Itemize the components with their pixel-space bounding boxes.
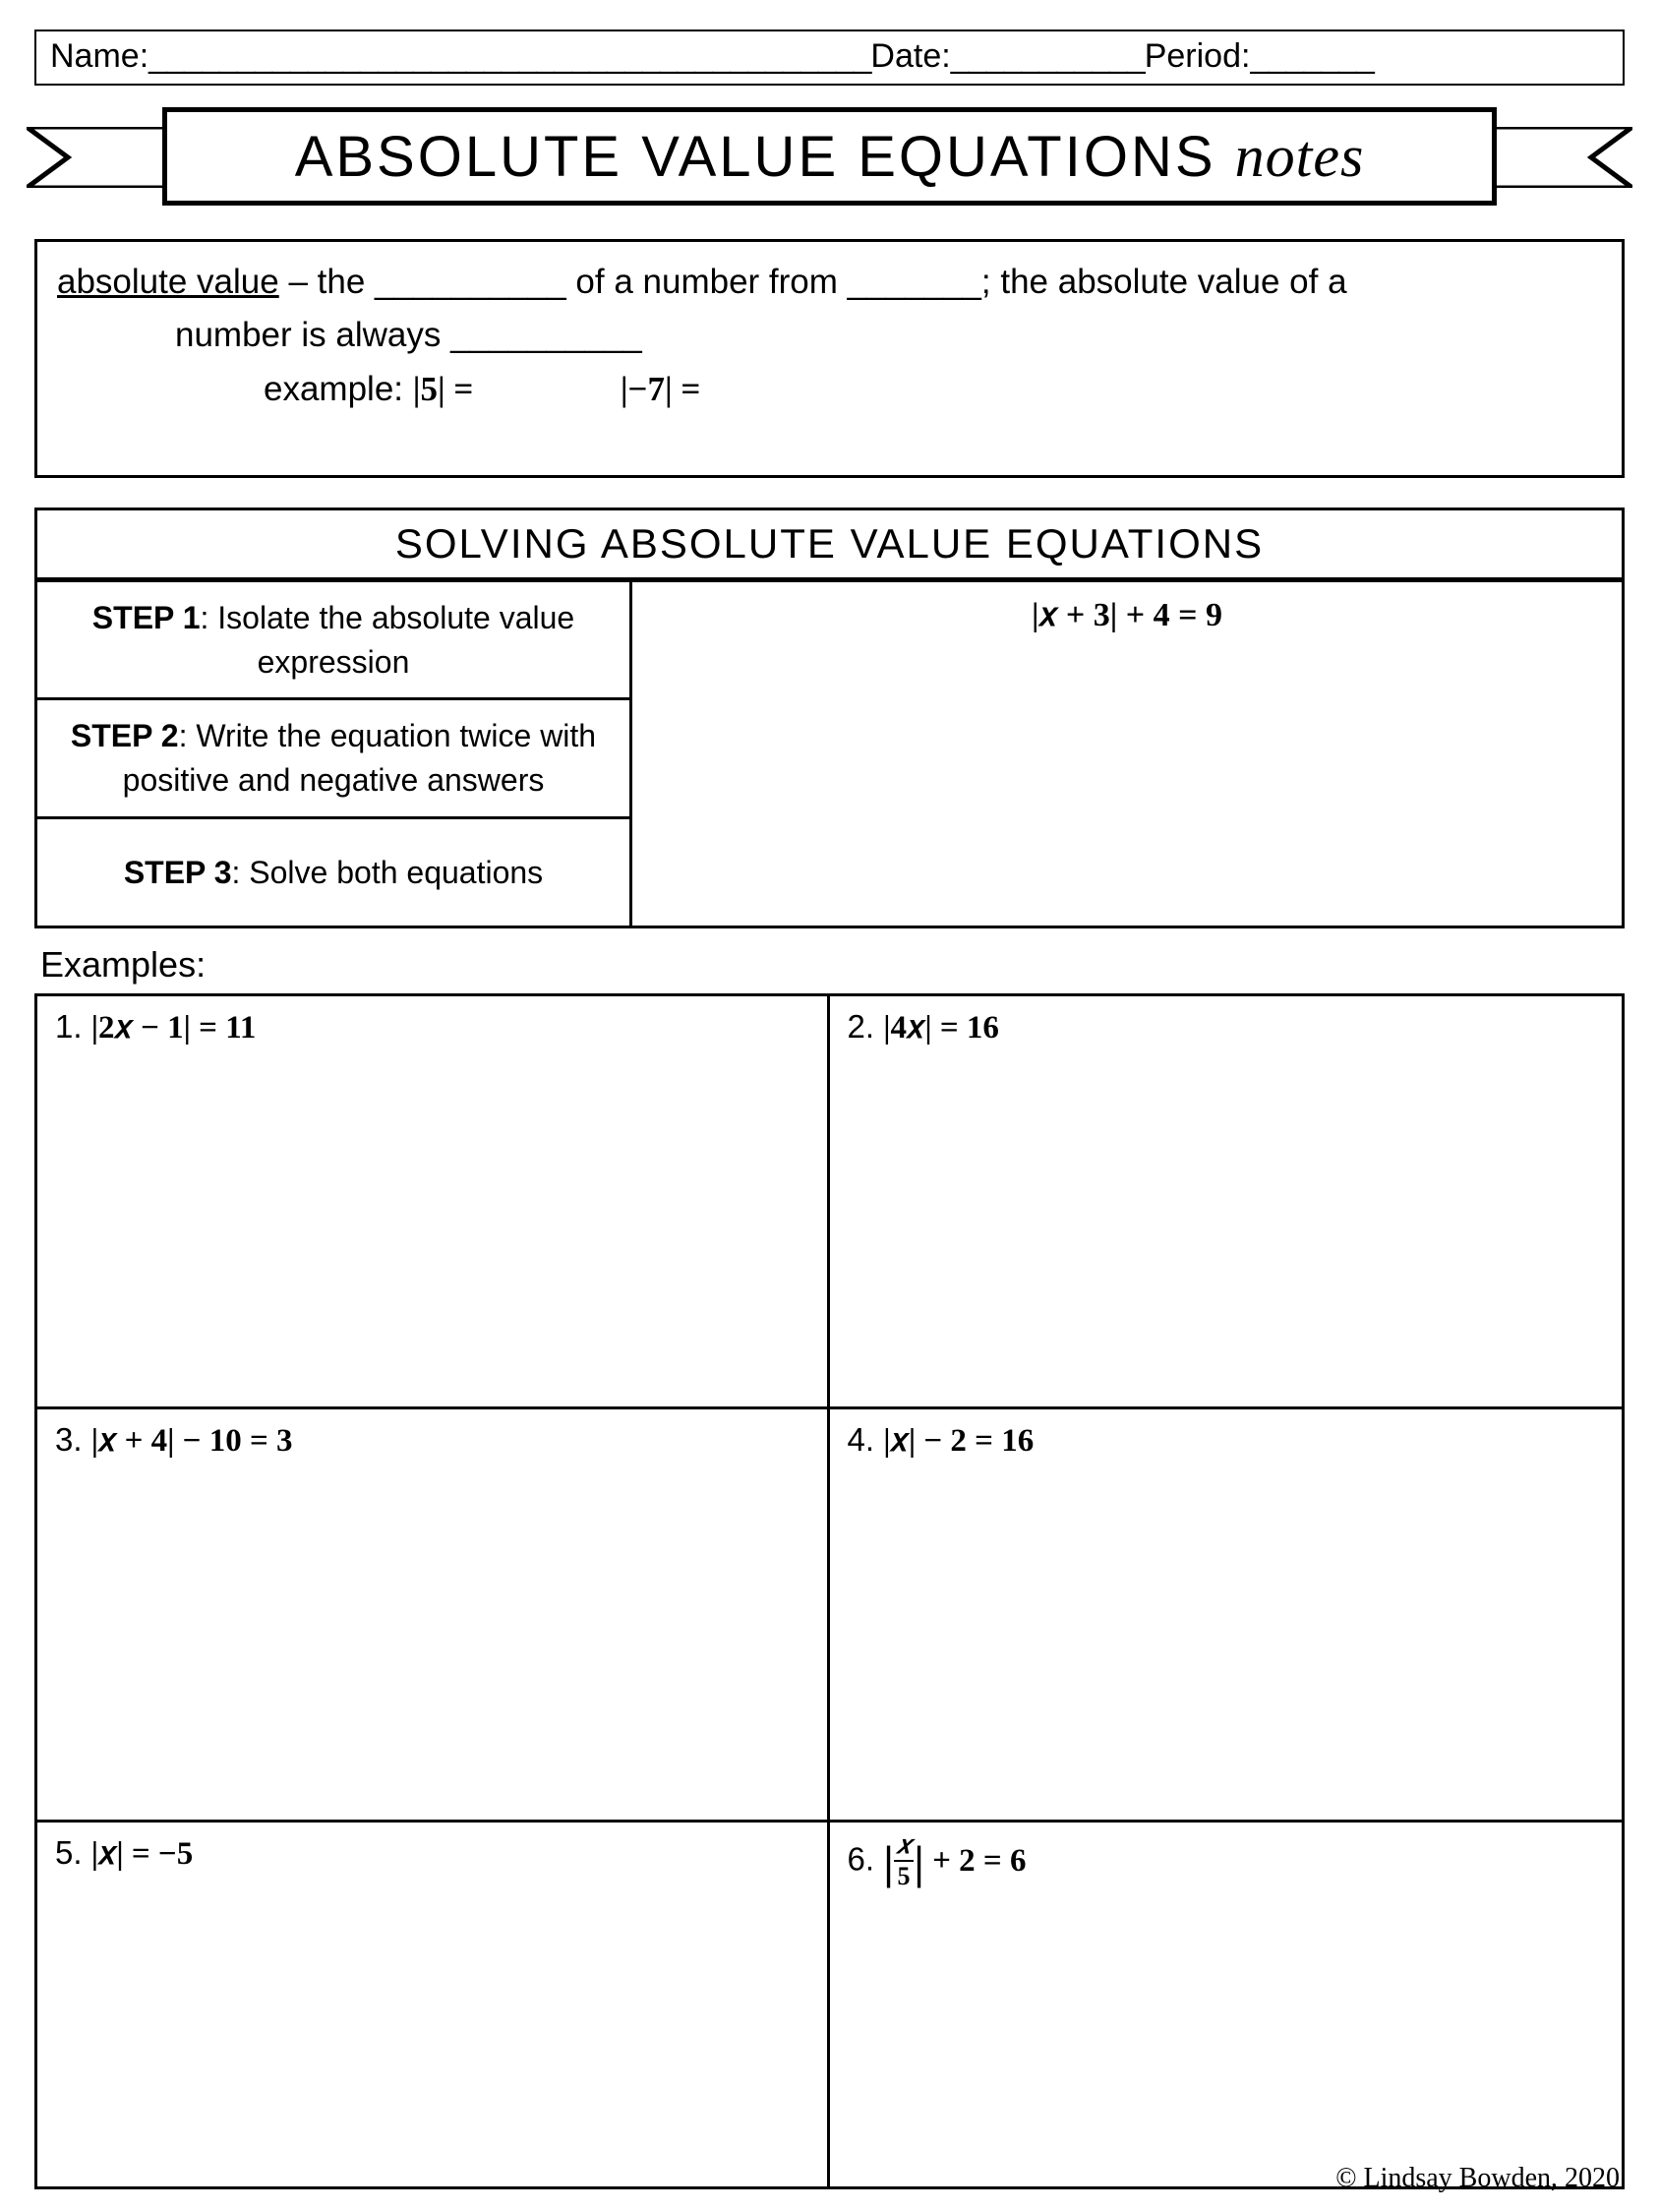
step-3-text: : Solve both equations [232,855,544,890]
worksheet-page: Name: __________________________________… [0,0,1659,2212]
example-3-number: 3. [55,1421,83,1458]
step-row-2: STEP 2: Write the equation twice with po… [37,700,629,819]
example-5-equation: |𝑥| = −5 [91,1836,194,1872]
period-label: Period: [1145,37,1251,76]
title-main: ABSOLUTE VALUE EQUATIONS [295,125,1235,189]
def-example-1: |5| = [413,370,474,408]
header-box: Name: __________________________________… [34,30,1625,86]
step-1-text: : Isolate the absolute value expression [200,600,574,680]
date-label: Date: [870,37,950,76]
example-6-frac-num: 𝑥 [894,1832,914,1862]
def-text-1c: ; the absolute value of a [981,263,1347,301]
ribbon-left-icon [27,127,184,188]
title-script: notes [1235,124,1365,189]
step-1-label: STEP 1 [92,600,201,635]
def-blank-2[interactable]: _______ [848,263,981,301]
def-example-2: |−7| = [621,370,701,408]
example-cell-2[interactable]: 2. |4𝑥| = 16 [830,996,1623,1409]
step-row-3: STEP 3: Solve both equations [37,819,629,926]
example-3-equation: |𝑥 + 4| − 10 = 3 [91,1423,293,1459]
ribbon-right-icon [1475,127,1632,188]
steps-example-equation: |𝑥 + 3| + 4 = 9 [1032,597,1222,633]
steps-column: STEP 1: Isolate the absolute value expre… [37,582,632,926]
def-example-label: example: [264,370,413,408]
step-2-text: : Write the equation twice with positive… [123,718,596,798]
example-cell-1[interactable]: 1. |2𝑥 − 1| = 11 [37,996,830,1409]
title-box: ABSOLUTE VALUE EQUATIONS notes [162,107,1497,206]
example-6-tail: + 2 = 6 [924,1843,1027,1879]
example-1-number: 1. [55,1008,83,1045]
example-cell-6[interactable]: 6. |𝑥5| + 2 = 6 [830,1823,1623,2186]
step-3-label: STEP 3 [124,855,232,890]
example-2-number: 2. [848,1008,875,1045]
title-banner: ABSOLUTE VALUE EQUATIONS notes [34,107,1625,215]
example-cell-4[interactable]: 4. |𝑥| − 2 = 16 [830,1409,1623,1823]
def-text-1a: – the [279,263,375,301]
def-blank-1[interactable]: __________ [375,263,566,301]
steps-section: SOLVING ABSOLUTE VALUE EQUATIONS STEP 1:… [34,508,1625,928]
period-blank[interactable]: _______ [1250,37,1373,76]
example-cell-5[interactable]: 5. |𝑥| = −5 [37,1823,830,2186]
examples-grid: 1. |2𝑥 − 1| = 11 2. |4𝑥| = 16 3. |𝑥 + 4|… [34,993,1625,2189]
example-5-number: 5. [55,1834,83,1871]
example-1-equation: |2𝑥 − 1| = 11 [91,1010,257,1046]
steps-body: STEP 1: Isolate the absolute value expre… [37,582,1622,926]
example-2-equation: |4𝑥| = 16 [883,1010,999,1046]
def-example-line: example: |5| = |−7| = [57,363,1602,416]
steps-heading: SOLVING ABSOLUTE VALUE EQUATIONS [37,510,1622,582]
example-4-number: 4. [848,1421,875,1458]
def-blank-3[interactable]: __________ [450,316,642,354]
step-2-label: STEP 2 [71,718,179,753]
copyright-text: © Lindsay Bowden, 2020 [1335,2163,1620,2194]
example-6-number: 6. [848,1841,875,1878]
example-6-frac-den: 5 [894,1862,914,1889]
def-text-2a: number is always [175,316,450,354]
examples-label: Examples: [40,944,1625,986]
step-row-1: STEP 1: Isolate the absolute value expre… [37,582,629,701]
example-cell-3[interactable]: 3. |𝑥 + 4| − 10 = 3 [37,1409,830,1823]
name-label: Name: [50,37,148,76]
name-blank[interactable]: ________________________________________… [148,37,870,76]
def-text-1b: of a number from [566,263,848,301]
date-blank[interactable]: ___________ [951,37,1145,76]
definition-term: absolute value [57,263,279,301]
example-6-equation: |𝑥5| + 2 = 6 [883,1843,1026,1879]
page-title: ABSOLUTE VALUE EQUATIONS notes [295,123,1365,191]
definition-box: absolute value – the __________ of a num… [34,239,1625,478]
def-line-2: number is always __________ [57,309,1602,362]
steps-example-column: |𝑥 + 3| + 4 = 9 [632,582,1622,926]
example-4-equation: |𝑥| − 2 = 16 [883,1423,1034,1459]
